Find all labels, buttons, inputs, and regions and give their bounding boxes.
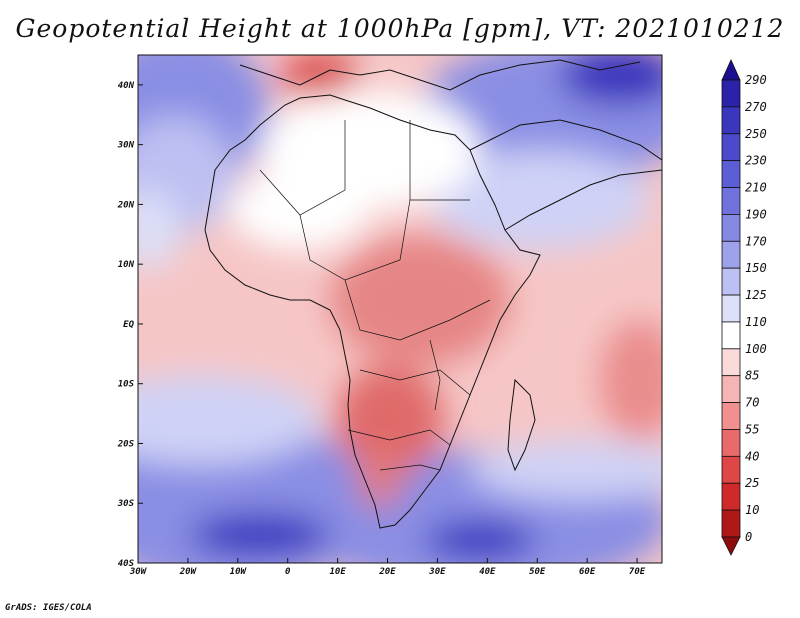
colorbar-label: 210 [745,181,767,195]
colorbar-swatch [721,455,741,484]
lon-tick-label: 10E [329,567,346,577]
colorbar-label: 10 [745,503,759,517]
grads-credit: GrADS: IGES/COLA [5,603,92,613]
lon-tick-label: 40E [479,567,496,577]
lat-tick-label: 30S [117,499,135,509]
colorbar-swatch [721,429,741,457]
colorbar-swatch [721,160,741,188]
lon-tick-label: 50E [529,567,546,577]
colorbar-swatch [721,482,741,511]
colorbar-top-arrow [721,59,741,81]
colorbar-label: 125 [745,288,767,302]
colorbar-swatch [721,375,741,403]
colorbar-label: 55 [745,422,759,436]
colorbar-swatch [721,240,741,269]
lon-tick-label: 20E [378,567,396,577]
colorbar-swatch [721,79,741,108]
chart-title: Geopotential Height at 1000hPa [gpm], VT… [15,14,785,43]
colorbar-swatch [721,402,741,430]
colorbar-label: 190 [745,207,767,221]
colorbar-label: 40 [745,449,759,463]
lon-tick-label: 30W [129,567,148,577]
map-axes: 30W 20W 10W 0 10E 20E 30E 40E 50E 60E 70E 40N 30N 20N… [117,81,646,577]
colorbar-bottom-arrow [721,536,741,556]
colorbar-label: 85 [745,369,759,383]
height-field [138,55,662,563]
colorbar-label: 290 [745,73,767,87]
colorbar-swatch [721,348,741,377]
lon-tick-label: 30E [428,567,446,577]
colorbar-label: 100 [745,342,767,356]
colorbar-swatch [721,106,741,135]
lat-tick-label: 40S [118,559,135,569]
colorbar-label: 230 [745,154,767,168]
colorbar-label: 270 [745,100,767,114]
colorbar-swatch [721,214,741,242]
colorbar-label: 250 [745,127,767,141]
colorbar-swatch [721,509,741,538]
lat-tick-label: 20S [117,439,135,449]
colorbar-label: 70 [745,396,759,410]
country-borders [259,120,491,471]
lon-tick-label: 20W [179,567,198,577]
plot-frame [137,54,663,564]
lon-tick-label: 0 [285,567,291,577]
lat-tick-label: 10N [118,260,135,270]
colorbar-label: 110 [745,315,767,329]
lat-tick-label: 10S [118,380,135,390]
lat-tick-label: 40N [118,81,135,91]
colorbar-swatch [721,294,741,323]
lat-tick-label: EQ [123,320,134,330]
lon-tick-label: 60E [579,567,596,577]
colorbar-label: 170 [745,234,767,248]
lon-tick-label: 70E [629,567,646,577]
colorbar-swatch [721,267,741,296]
lon-tick-label: 10W [230,567,248,577]
lat-tick-label: 20N [117,200,135,210]
colorbar-swatch [721,321,741,350]
colorbar-label: 25 [745,476,759,490]
lat-tick-label: 30N [117,141,135,151]
colorbar-label: 150 [745,261,767,275]
coastlines [204,59,662,529]
colorbar-label: 0 [745,530,752,544]
colorbar-swatch [721,133,741,162]
colorbar-swatch [721,187,741,215]
